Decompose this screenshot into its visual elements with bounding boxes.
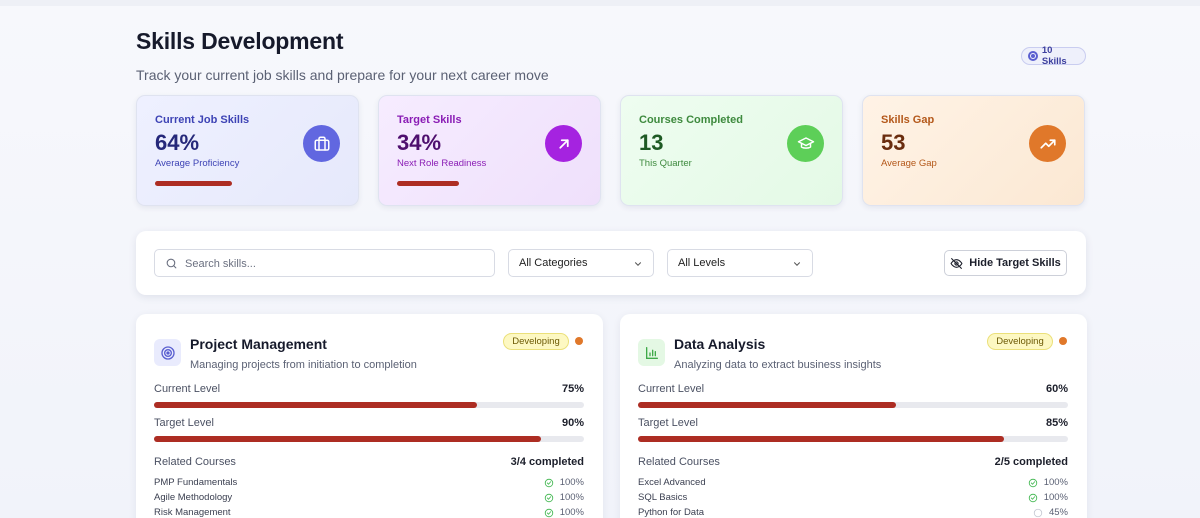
current-level-label: Current Level	[638, 383, 705, 395]
hide-target-skills-button[interactable]: Hide Target Skills	[944, 250, 1067, 276]
skills-count-label: 10 Skills	[1041, 45, 1067, 67]
related-courses-summary: 3/4 completed	[510, 456, 584, 468]
current-level-fill	[638, 402, 896, 408]
stat-label: Target Skills	[397, 114, 462, 126]
top-divider	[0, 0, 1200, 6]
target-level-track	[638, 436, 1068, 442]
search-icon	[166, 258, 177, 269]
stat-label: Courses Completed	[639, 114, 743, 126]
target-icon	[1028, 51, 1038, 61]
skill-card-data-analysis[interactable]: Data Analysis Analyzing data to extract …	[620, 314, 1087, 518]
stat-value: 64%	[155, 130, 200, 155]
check-circle-icon	[1028, 478, 1037, 487]
graduation-cap-icon	[787, 125, 824, 162]
category-select-value: All Categories	[519, 257, 588, 269]
stat-card-courses-completed: Courses Completed 13 This Quarter	[620, 95, 843, 206]
check-circle-icon	[544, 508, 553, 517]
stat-sub: This Quarter	[639, 158, 692, 169]
course-pct: 100%	[559, 477, 584, 488]
search-box[interactable]	[154, 249, 495, 277]
stat-value: 53	[881, 130, 906, 155]
level-select[interactable]: All Levels	[667, 249, 813, 277]
course-progress: 100%	[544, 492, 584, 503]
page-header: Skills Development Track your current jo…	[136, 28, 549, 83]
status-dot	[575, 337, 583, 345]
current-level-label: Current Level	[154, 383, 221, 395]
chevron-down-icon	[634, 262, 642, 266]
briefcase-icon	[303, 125, 340, 162]
stat-card-current-job-skills: Current Job Skills 64% Average Proficien…	[136, 95, 359, 206]
course-progress: 100%	[1028, 492, 1068, 503]
skill-description: Analyzing data to extract business insig…	[674, 359, 882, 371]
trending-up-icon	[1029, 125, 1066, 162]
level-select-value: All Levels	[678, 257, 726, 269]
bar-chart-icon	[638, 339, 665, 366]
course-progress: 100%	[1028, 477, 1068, 488]
check-circle-icon	[544, 478, 553, 487]
filters-bar: All Categories All Levels Hide Target Sk…	[136, 231, 1086, 295]
arrow-up-right-icon	[545, 125, 582, 162]
status-dot	[1059, 337, 1067, 345]
course-name: Agile Methodology	[154, 492, 233, 503]
status-badge: Developing	[987, 333, 1053, 350]
course-pct: 45%	[1048, 507, 1068, 518]
target-level-label: Target Level	[638, 417, 698, 429]
hide-target-skills-label: Hide Target Skills	[969, 257, 1061, 269]
stat-sub: Average Gap	[881, 158, 937, 169]
eye-off-icon	[950, 257, 963, 269]
target-level-fill	[638, 436, 1004, 442]
skill-description: Managing projects from initiation to com…	[190, 359, 417, 371]
page-title: Skills Development	[136, 28, 344, 54]
course-name: Python for Data	[638, 507, 705, 518]
course-pct: 100%	[1043, 477, 1068, 488]
stat-card-target-skills: Target Skills 34% Next Role Readiness	[378, 95, 601, 206]
chevron-down-icon	[793, 262, 801, 266]
stat-value: 34%	[397, 130, 442, 155]
stat-progress-bar	[397, 181, 459, 186]
current-level-value: 60%	[1045, 383, 1068, 395]
course-name: Excel Advanced	[638, 477, 706, 488]
related-courses-summary: 2/5 completed	[994, 456, 1068, 468]
check-circle-icon	[544, 493, 553, 502]
stat-sub: Next Role Readiness	[397, 158, 487, 169]
stat-value: 13	[639, 130, 664, 155]
course-progress: 100%	[544, 507, 584, 518]
status-badge: Developing	[503, 333, 569, 350]
target-icon	[154, 339, 181, 366]
check-circle-icon	[1028, 493, 1037, 502]
target-level-label: Target Level	[154, 417, 214, 429]
course-pct: 100%	[1043, 492, 1068, 503]
target-level-value: 90%	[561, 417, 584, 429]
page-subtitle: Track your current job skills and prepar…	[136, 67, 549, 83]
course-progress: 100%	[544, 477, 584, 488]
current-level-fill	[154, 402, 477, 408]
circle-icon	[1033, 508, 1043, 517]
course-pct: 100%	[559, 492, 584, 503]
stat-card-skills-gap: Skills Gap 53 Average Gap	[862, 95, 1085, 206]
course-name: SQL Basics	[638, 492, 688, 503]
current-level-value: 75%	[561, 383, 584, 395]
category-select[interactable]: All Categories	[508, 249, 654, 277]
course-pct: 100%	[559, 507, 584, 518]
related-courses-label: Related Courses	[638, 456, 720, 468]
course-name: PMP Fundamentals	[154, 477, 238, 488]
current-level-track	[638, 402, 1068, 408]
search-input[interactable]	[185, 254, 485, 274]
stat-label: Skills Gap	[881, 114, 935, 126]
stat-sub: Average Proficiency	[155, 158, 240, 169]
stat-progress-bar	[155, 181, 232, 186]
target-level-value: 85%	[1045, 417, 1068, 429]
course-progress: 45%	[1033, 507, 1068, 518]
target-level-track	[154, 436, 584, 442]
target-level-fill	[154, 436, 541, 442]
related-courses-label: Related Courses	[154, 456, 236, 468]
skill-card-project-management[interactable]: Project Management Managing projects fro…	[136, 314, 603, 518]
skills-count-badge: 10 Skills	[1021, 45, 1086, 67]
stat-label: Current Job Skills	[155, 114, 250, 126]
skill-title: Data Analysis	[674, 336, 766, 352]
course-name: Risk Management	[154, 507, 231, 518]
skill-title: Project Management	[190, 336, 327, 352]
current-level-track	[154, 402, 584, 408]
